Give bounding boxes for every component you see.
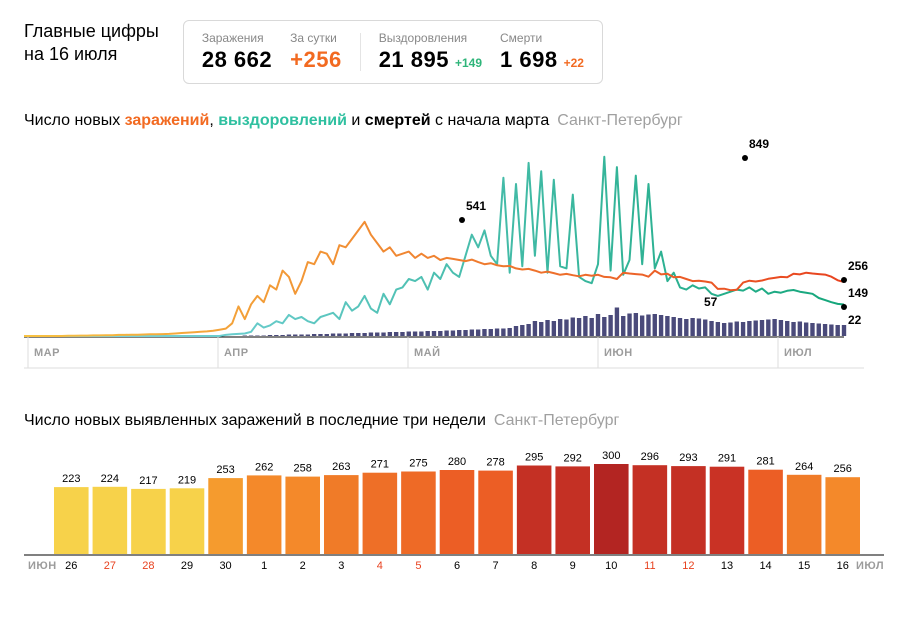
svg-text:57: 57	[704, 295, 718, 309]
t-suffix: с начала марта	[431, 112, 550, 129]
region: Санкт-Петербург	[557, 112, 682, 129]
svg-text:219: 219	[178, 474, 196, 486]
svg-text:275: 275	[409, 458, 427, 470]
svg-text:1: 1	[261, 560, 267, 572]
svg-text:8: 8	[531, 560, 537, 572]
svg-text:262: 262	[255, 461, 273, 473]
svg-text:224: 224	[101, 473, 119, 485]
svg-text:5: 5	[415, 560, 421, 572]
svg-text:278: 278	[486, 457, 504, 469]
svg-text:12: 12	[682, 560, 694, 572]
svg-text:13: 13	[721, 560, 733, 572]
svg-text:223: 223	[62, 473, 80, 485]
svg-text:2: 2	[300, 560, 306, 572]
svg-text:264: 264	[795, 461, 813, 473]
stat-label: Смерти	[500, 31, 584, 45]
stat-value: +256	[290, 47, 342, 73]
svg-text:281: 281	[756, 456, 774, 468]
chart1-title: Число новых заражений, выздоровлений и с…	[24, 112, 885, 130]
stat-deaths: Смерти 1 698 +22	[500, 31, 584, 73]
svg-text:АПР: АПР	[224, 347, 249, 359]
svg-text:ИЮН: ИЮН	[28, 560, 57, 572]
title-line1: Главные цифры	[24, 20, 159, 43]
svg-text:271: 271	[371, 459, 389, 471]
svg-text:10: 10	[605, 560, 617, 572]
svg-text:300: 300	[602, 450, 620, 462]
title-line2: на 16 июля	[24, 43, 159, 66]
stat-recoveries: Выздоровления 21 895 +149	[379, 31, 482, 73]
svg-text:16: 16	[837, 560, 849, 572]
svg-text:149: 149	[848, 286, 868, 300]
chart2-svg: 2232622427217282192925330262125822633271…	[24, 436, 884, 576]
stat-label: Выздоровления	[379, 31, 482, 45]
svg-text:МАР: МАР	[34, 347, 60, 359]
stats-box: Заражения 28 662 За сутки +256 Выздоровл…	[183, 20, 603, 84]
svg-text:217: 217	[139, 475, 157, 487]
page-title: Главные цифры на 16 июля	[24, 20, 159, 67]
svg-text:15: 15	[798, 560, 810, 572]
chart1-svg: МАР АПР МАЙ ИЮН ИЮЛ 541 849 256 149 57 22	[24, 136, 884, 386]
stat-value: 28 662	[202, 47, 272, 73]
t-sep1: ,	[209, 112, 218, 129]
stat-delta: +149	[455, 56, 482, 70]
svg-text:296: 296	[641, 451, 659, 463]
svg-text:ИЮЛ: ИЮЛ	[784, 347, 812, 359]
svg-text:280: 280	[448, 456, 466, 468]
svg-text:28: 28	[142, 560, 154, 572]
separator	[360, 33, 361, 71]
svg-text:293: 293	[679, 452, 697, 464]
stat-value: 1 698	[500, 47, 558, 73]
svg-text:253: 253	[216, 464, 234, 476]
svg-text:30: 30	[219, 560, 231, 572]
svg-text:22: 22	[848, 313, 862, 327]
svg-text:6: 6	[454, 560, 460, 572]
t-prefix: Число новых	[24, 112, 125, 129]
svg-text:27: 27	[104, 560, 116, 572]
chart2: 2232622427217282192925330262125822633271…	[24, 436, 884, 576]
svg-text:7: 7	[493, 560, 499, 572]
stat-label: За сутки	[290, 31, 342, 45]
chart1: МАР АПР МАЙ ИЮН ИЮЛ 541 849 256 149 57 22	[24, 136, 884, 386]
svg-text:258: 258	[294, 463, 312, 475]
svg-text:291: 291	[718, 453, 736, 465]
stat-label: Заражения	[202, 31, 272, 45]
t-word3: смертей	[365, 112, 431, 129]
region: Санкт-Петербург	[494, 412, 619, 429]
stat-delta: +22	[564, 56, 584, 70]
svg-text:11: 11	[644, 560, 655, 572]
stat-infections: Заражения 28 662	[202, 31, 272, 73]
svg-text:9: 9	[570, 560, 576, 572]
stat-value: 21 895	[379, 47, 449, 73]
t2-prefix: Число новых выявленных заражений в после…	[24, 412, 486, 429]
svg-text:292: 292	[564, 452, 582, 464]
svg-text:256: 256	[834, 463, 852, 475]
svg-text:29: 29	[181, 560, 193, 572]
svg-text:3: 3	[338, 560, 344, 572]
svg-text:14: 14	[759, 560, 771, 572]
svg-text:4: 4	[377, 560, 383, 572]
stat-daily: За сутки +256	[290, 31, 342, 73]
svg-text:295: 295	[525, 452, 543, 464]
svg-text:МАЙ: МАЙ	[414, 346, 441, 359]
svg-text:ИЮЛ: ИЮЛ	[856, 560, 884, 572]
svg-text:849: 849	[749, 137, 769, 151]
header: Главные цифры на 16 июля Заражения 28 66…	[24, 20, 885, 84]
chart2-title: Число новых выявленных заражений в после…	[24, 412, 885, 430]
t-sep2: и	[347, 112, 365, 129]
svg-text:256: 256	[848, 259, 868, 273]
t-word2: выздоровлений	[218, 112, 347, 129]
svg-text:541: 541	[466, 199, 486, 213]
svg-text:26: 26	[65, 560, 77, 572]
svg-text:263: 263	[332, 461, 350, 473]
svg-text:ИЮН: ИЮН	[604, 347, 633, 359]
t-word1: заражений	[125, 112, 210, 129]
